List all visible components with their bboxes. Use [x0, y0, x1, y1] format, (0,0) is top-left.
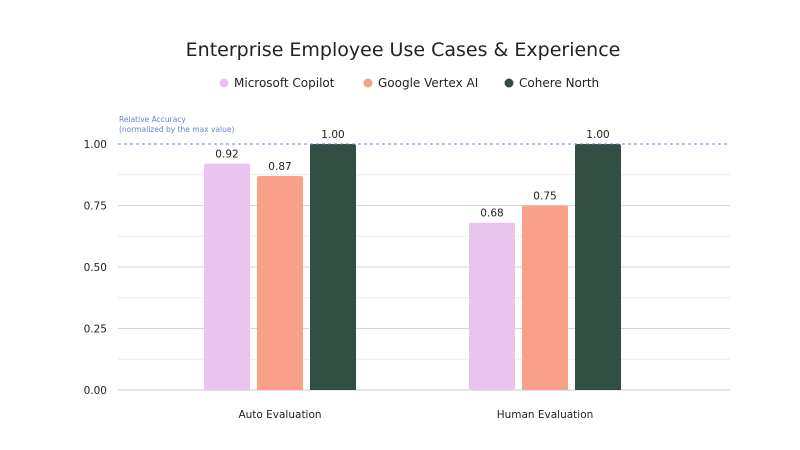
y-axis-annotation-line2: (normalized by the max value)	[119, 125, 234, 134]
y-axis-annotation-line1: Relative Accuracy	[119, 115, 186, 124]
legend-swatch	[219, 78, 229, 88]
y-tick-label: 0.75	[84, 201, 107, 213]
bar	[469, 222, 515, 390]
bar	[575, 144, 621, 390]
data-label: 1.00	[586, 129, 609, 141]
bar	[204, 163, 250, 390]
bar	[522, 205, 568, 390]
category-labels: Auto Evaluation Human Evaluation	[238, 409, 593, 421]
x-category-label: Auto Evaluation	[238, 409, 321, 421]
legend-label: Google Vertex AI	[378, 76, 478, 90]
bars	[204, 144, 621, 390]
legend-label: Cohere North	[519, 76, 599, 90]
data-label: 0.68	[480, 208, 503, 220]
legend: Microsoft Copilot Google Vertex AI Cohere …	[219, 76, 599, 90]
x-category-label: Human Evaluation	[497, 409, 594, 421]
y-tick-label: 0.50	[84, 262, 107, 274]
chart-title: Enterprise Employee Use Cases & Experien…	[186, 39, 621, 61]
legend-swatch	[504, 78, 514, 88]
data-label: 0.87	[268, 161, 291, 173]
y-tick-label: 0.00	[84, 385, 107, 397]
bar	[257, 175, 303, 390]
data-labels: 0.92 0.87 1.00 0.68 0.75 1.00	[215, 129, 609, 220]
y-tick-label: 1.00	[84, 139, 107, 151]
legend-swatch	[363, 78, 373, 88]
data-label: 0.75	[533, 191, 556, 203]
legend-label: Microsoft Copilot	[234, 76, 335, 90]
data-label: 1.00	[321, 129, 344, 141]
y-axis-ticks: 0.00 0.25 0.50 0.75 1.00	[84, 139, 107, 397]
data-label: 0.92	[215, 149, 238, 161]
y-tick-label: 0.25	[84, 324, 107, 336]
bar	[310, 144, 356, 390]
